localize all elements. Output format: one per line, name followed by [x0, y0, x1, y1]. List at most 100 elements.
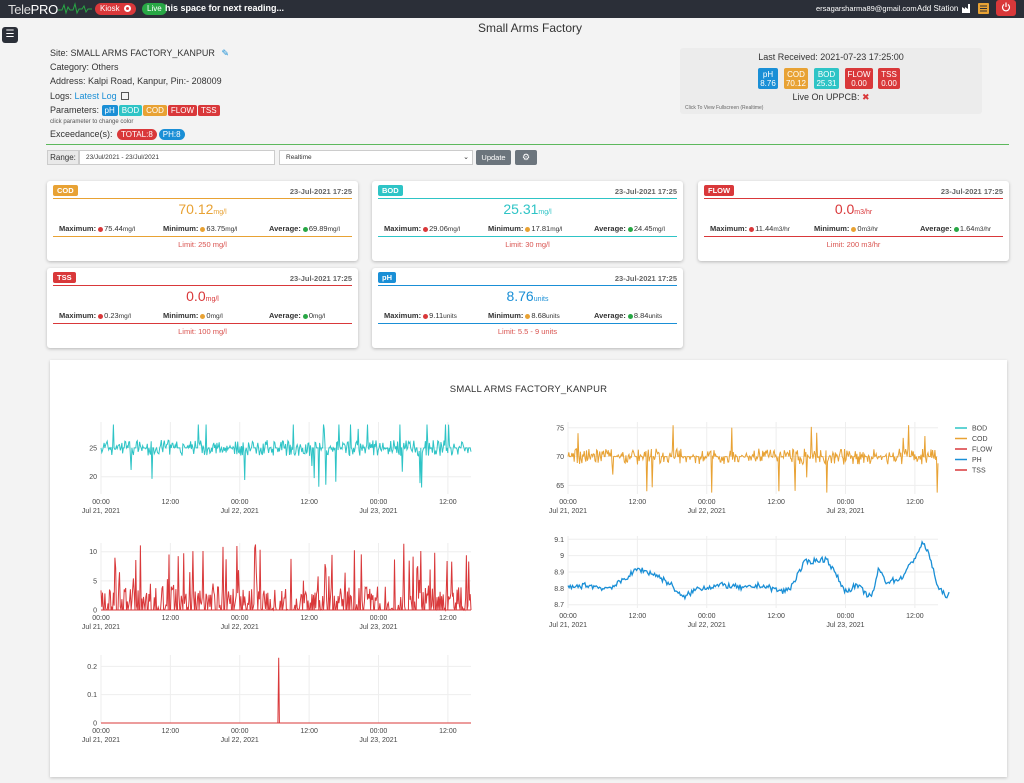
mode-select-value: Realtime	[286, 154, 312, 161]
card-stat-unit: mg/l	[327, 226, 340, 233]
x-tick-label: 00:00 Jul 22, 2021	[221, 499, 259, 515]
kiosk-button[interactable]: Kiosk	[95, 3, 136, 15]
card-value-unit: mg/l	[538, 209, 552, 216]
reading-badge-ph[interactable]: pH 8.76	[758, 68, 778, 89]
legend-item[interactable]: PH	[972, 457, 982, 464]
series-line-bod	[100, 424, 472, 488]
series-line-cod	[567, 425, 939, 493]
sidebar-toggle-button[interactable]: ☰	[2, 27, 18, 43]
legend-item[interactable]: BOD	[972, 426, 987, 433]
status-dot-icon	[423, 313, 429, 319]
power-icon	[1001, 2, 1011, 12]
exceedance-row: Exceedance(s): TOTAL:8 PH:8	[50, 127, 229, 141]
x-tick-line: 00:00	[231, 499, 249, 506]
reading-badge-tss[interactable]: TSS 0.00	[878, 68, 900, 89]
live-on-uppcb: Live On UPPCB: ✖	[680, 92, 982, 103]
card-stat-minimum: Minimum: 0mg/l	[163, 311, 223, 320]
card-divider	[53, 198, 352, 199]
settings-button[interactable]: ⚙	[515, 150, 537, 165]
date-range-input[interactable]: 23/Jul/2021 - 23/Jul/2021	[79, 150, 275, 165]
legend-item[interactable]: FLOW	[972, 447, 993, 454]
x-tick-label: 00:00 Jul 21, 2021	[82, 499, 120, 515]
legend-item[interactable]: COD	[972, 436, 988, 443]
parameter-card-tss[interactable]: TSS 23-Jul-2021 17:25 0.0mg/l Maximum: 0.23m…	[47, 268, 358, 348]
card-stat-label: Average:	[269, 311, 301, 320]
chart-flow[interactable]: 0 5 10 00:00 Jul 21, 2021 12:00 00:00 Jul 22, 2…	[82, 543, 472, 631]
parameter-tag-tss[interactable]: TSS	[198, 104, 220, 116]
card-divider	[53, 285, 352, 286]
parameter-tag-flow[interactable]: FLOW	[167, 104, 198, 116]
x-tick-label: 12:00	[300, 615, 318, 622]
latest-log-link[interactable]: Latest Log	[74, 90, 117, 101]
x-tick-line: 00:00	[698, 613, 716, 620]
log-file-icon[interactable]	[121, 91, 130, 100]
x-tick-line: Jul 21, 2021	[82, 624, 120, 631]
status-dot-icon	[525, 313, 531, 319]
x-tick-label: 12:00	[162, 615, 180, 622]
card-limit: Limit: 250 mg/l	[178, 240, 227, 249]
x-tick-label: 12:00	[767, 499, 785, 506]
chart-cod[interactable]: 65 70 75 00:00 Jul 21, 2021 12:00 00:00 Jul 22,…	[549, 422, 939, 515]
parameter-card-bod[interactable]: BOD 23-Jul-2021 17:25 25.31mg/l Maximum: 29.…	[372, 181, 683, 261]
legend-item[interactable]: TSS	[972, 468, 986, 475]
parameter-tag-ph[interactable]: pH	[101, 104, 118, 116]
site-name: SMALL ARMS FACTORY_KANPUR	[70, 48, 215, 58]
parameter-card-flow[interactable]: FLOW 23-Jul-2021 17:25 0.0m3/hr Maximum: 11.…	[698, 181, 1009, 261]
status-dot-icon	[851, 226, 857, 232]
x-tick-label: 00:00 Jul 23, 2021	[826, 613, 864, 629]
add-station-link[interactable]: Add Station	[917, 4, 958, 13]
user-email[interactable]: ersagarsharma89@gmail.com	[816, 4, 917, 13]
last-received-panel[interactable]: Last Received: 2021-07-23 17:25:00 pH 8.7…	[680, 48, 982, 114]
update-button[interactable]: Update	[476, 150, 511, 165]
address-row: Address: Kalpi Road, Kanpur, Pin:- 20800…	[50, 74, 229, 88]
card-stat-unit: m3/hr	[974, 226, 992, 233]
top-bar: TelePRO Kiosk Live his space for next re…	[0, 0, 1024, 18]
y-tick-label: 8.7	[554, 602, 564, 609]
factory-icon[interactable]	[961, 3, 972, 14]
card-stat-unit: m3/hr	[861, 226, 879, 233]
fullscreen-note[interactable]: Click To View Fullscreen (Realtime)	[685, 105, 764, 111]
card-stat-label: Average:	[269, 224, 301, 233]
list-icon[interactable]	[978, 3, 989, 14]
parameter-tag-bod[interactable]: BOD	[118, 104, 143, 116]
status-dot-icon	[627, 226, 633, 232]
parameter-card-cod[interactable]: COD 23-Jul-2021 17:25 70.12mg/l Maximum: 75.…	[47, 181, 358, 261]
y-tick-label: 10	[89, 549, 97, 556]
reading-badge-bod[interactable]: BOD 25.31	[814, 68, 839, 89]
status-dot-icon	[302, 226, 308, 232]
parameter-card-ph[interactable]: pH 23-Jul-2021 17:25 8.76units Maximum: 9.11…	[372, 268, 683, 348]
edit-icon[interactable]: ✎	[221, 48, 229, 58]
exceedance-badge[interactable]: TOTAL:8	[117, 128, 157, 140]
logout-button[interactable]	[996, 0, 1016, 16]
x-tick-label: 00:00 Jul 22, 2021	[688, 613, 726, 629]
parameter-tag-cod[interactable]: COD	[143, 104, 167, 116]
logs-label: Logs:	[50, 90, 73, 101]
app-logo[interactable]: TelePRO	[8, 2, 58, 17]
charts-svg[interactable]: 20 25 00:00 Jul 21, 2021 12:00 00:00 Jul 22, 2…	[50, 360, 1007, 777]
reading-badge-cod[interactable]: COD 70.12	[784, 68, 808, 89]
card-stat-label: Average:	[594, 224, 626, 233]
chart-legend[interactable]: BOD COD FLOW PH TSS	[955, 426, 993, 475]
x-tick-line: 00:00	[370, 615, 388, 622]
logo-wave-icon	[58, 2, 92, 15]
exceedance-badge[interactable]: PH:8	[158, 128, 185, 140]
series-line-flow	[100, 543, 472, 612]
x-tick-label: 00:00 Jul 21, 2021	[549, 499, 587, 515]
x-tick-label: 00:00 Jul 23, 2021	[359, 499, 397, 515]
live-badge[interactable]: Live	[142, 3, 167, 15]
card-stat-label: Maximum:	[384, 224, 422, 233]
reading-badge-flow[interactable]: FLOW 0.00	[845, 68, 873, 89]
card-value-number: 70.12	[178, 201, 214, 217]
card-value: 0.0mg/l	[47, 288, 358, 304]
card-stat-average: Average: 1.64m3/hr	[920, 224, 991, 233]
mode-select[interactable]: Realtime ⌄	[279, 150, 473, 165]
chart-ph[interactable]: 8.7 8.8 8.9 9 9.1 00:00 Jul 21, 2021 12:00 00:00…	[549, 536, 950, 629]
chevron-down-icon: ⌄	[463, 154, 469, 161]
chart-bod[interactable]: 20 25 00:00 Jul 21, 2021 12:00 00:00 Jul 22, 2…	[82, 422, 472, 515]
x-tick-line: 00:00	[370, 499, 388, 506]
chart-tss[interactable]: 0 0.1 0.2 00:00 Jul 21, 2021 12:00 00:00 Jul 22…	[82, 655, 471, 744]
x-tick-line: 12:00	[767, 499, 785, 506]
series-line-ph	[567, 540, 950, 601]
x-tick-line: 00:00	[559, 499, 577, 506]
card-stat-label: Minimum:	[163, 224, 199, 233]
